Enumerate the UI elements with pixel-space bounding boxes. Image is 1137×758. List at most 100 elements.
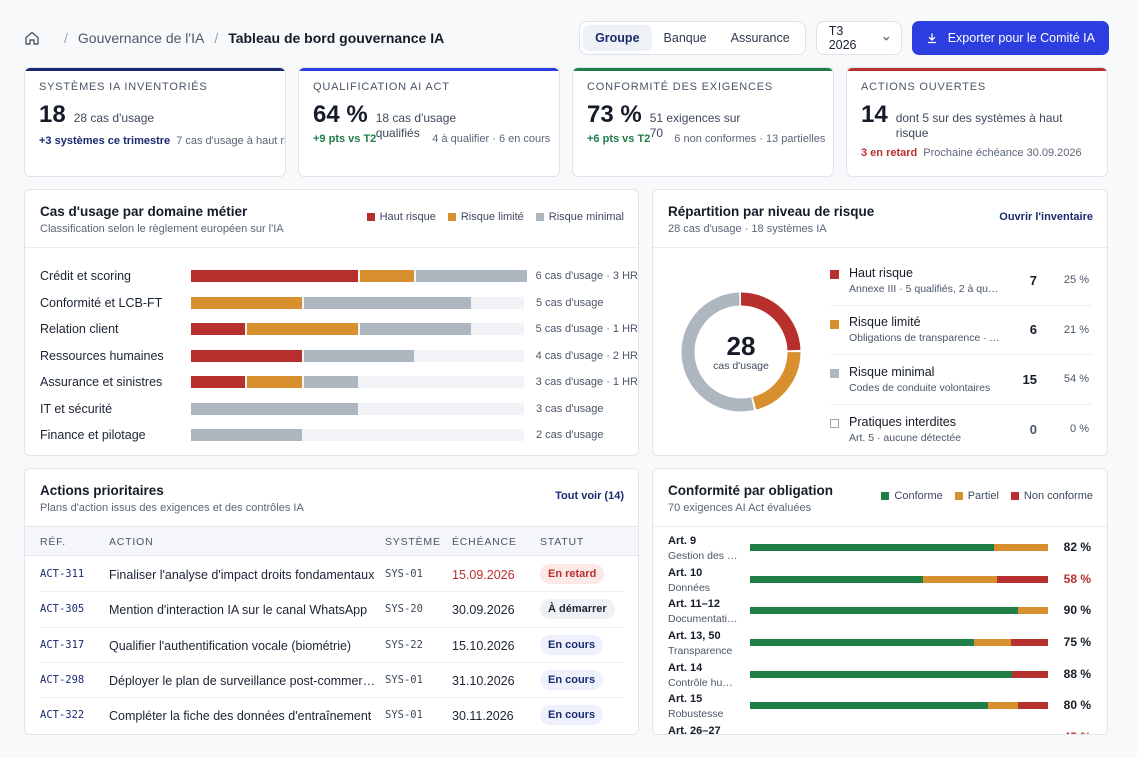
donut-slice-high[interactable]: [681, 292, 801, 412]
breadcrumb-parent[interactable]: Gouvernance de l'IA: [77, 30, 205, 46]
obligation-bar-conform[interactable]: [750, 702, 989, 710]
obligation-bar-conform[interactable]: [750, 544, 995, 551]
obligation-bar-conform[interactable]: [750, 607, 1019, 615]
domain-row[interactable]: IT et sécurité 3 cas d'usage: [40, 396, 638, 423]
export-button[interactable]: Exporter pour le Comité IA: [911, 21, 1109, 55]
risk-count: 6: [1029, 322, 1037, 338]
obligation-bar-track: [750, 639, 1048, 647]
risk-row-minimal[interactable]: Risque minimal Codes de conduite volontai…: [830, 355, 1093, 405]
table-row[interactable]: ACT-305 Mention d'interaction IA sur le c…: [40, 592, 624, 628]
obligation-bar-partial[interactable]: [988, 702, 1019, 710]
action-title[interactable]: Mention d'interaction IA sur le canal Wh…: [109, 603, 368, 618]
action-ref[interactable]: ACT-317: [40, 638, 85, 651]
obligation-bar-non[interactable]: [1010, 639, 1048, 647]
donut-slice-minimal[interactable]: [681, 292, 801, 412]
domain-bar-minimal[interactable]: [303, 296, 471, 309]
obligation-bar-partial[interactable]: [994, 544, 1048, 551]
breadcrumb-separator: /: [64, 30, 68, 46]
column-action[interactable]: Action: [109, 536, 154, 548]
obligation-row[interactable]: Art. 26–27Déployeurs45 %: [668, 725, 1093, 735]
obligation-bar-partial[interactable]: [973, 639, 1011, 647]
scope-option-groupe[interactable]: Groupe: [583, 25, 652, 51]
column-system[interactable]: Système: [385, 536, 441, 548]
obligation-bar-non[interactable]: [997, 575, 1048, 583]
obligation-bar-non[interactable]: [1018, 702, 1048, 710]
domain-row[interactable]: Conformité et LCB-FT 5 cas d'usage: [40, 290, 638, 317]
domain-label: Ressources humaines: [40, 348, 164, 363]
domain-bar-minimal[interactable]: [416, 270, 527, 283]
obligation-bar-non[interactable]: [1003, 734, 1048, 735]
obligation-row[interactable]: Art. 9 Gestion des risques 82 %: [668, 535, 1093, 567]
domain-row[interactable]: Assurance et sinistres 3 cas d'usage · 1 …: [40, 369, 638, 396]
action-ref[interactable]: ACT-298: [40, 673, 85, 686]
risk-row-prohibited[interactable]: Pratiques interdites Art. 5 · aucune déte…: [830, 405, 1093, 455]
table-row[interactable]: ACT-317 Qualifier l'authentification voca…: [40, 628, 624, 663]
obligation-bar-non[interactable]: [1012, 670, 1048, 678]
action-ref[interactable]: ACT-311: [40, 568, 85, 580]
domain-row[interactable]: Finance et pilotage 2 cas d'usage: [40, 422, 638, 449]
open-inventory-link[interactable]: Ouvrir l'inventaire: [999, 211, 1093, 223]
scope-option-assurance[interactable]: Assurance: [730, 31, 790, 45]
obligation-row[interactable]: Art. 15 Robustesse 80 %: [668, 693, 1093, 725]
kpi-value-sub: 18 cas d'usage qualifiés: [375, 111, 457, 140]
risk-pct: 0 %: [1070, 423, 1089, 436]
obligation-bar-conform[interactable]: [750, 670, 1013, 678]
domain-row[interactable]: Crédit et scoring 6 cas d'usage · 3 HR: [40, 263, 638, 290]
domain-bar-limited[interactable]: [247, 376, 302, 389]
domain-bar-high[interactable]: [190, 376, 246, 389]
domain-bar-minimal[interactable]: [359, 323, 471, 336]
obligation-bar-partial[interactable]: [1018, 607, 1048, 615]
kpi-trend: +6 pts vs T2: [587, 133, 651, 145]
domain-bar-limited[interactable]: [191, 296, 302, 309]
actions-panel: Actions prioritaires Plans d'action issu…: [24, 468, 639, 735]
kpi-accent: [25, 68, 285, 71]
domain-bar-minimal[interactable]: [191, 402, 358, 415]
action-title[interactable]: Finaliser l'analyse d'impact droits fond…: [109, 568, 375, 582]
panel-subtitle: 28 cas d'usage · 18 systèmes IA: [668, 223, 827, 235]
kpi-card-qualification: Qualification AI Act 64 % 18 cas d'usage…: [298, 67, 560, 177]
action-system: SYS-01: [385, 568, 423, 580]
obligation-bar-conform[interactable]: [750, 575, 923, 583]
column-due[interactable]: Échéance: [452, 536, 517, 548]
obligation-row[interactable]: Art. 11–12 Documentation technique 90 %: [668, 598, 1093, 630]
table-row[interactable]: ACT-298 Déployer le plan de surveillance …: [40, 663, 624, 699]
obligation-article: Art. 13, 50: [668, 630, 721, 643]
scope-option-banque[interactable]: Banque: [663, 31, 707, 45]
home-icon[interactable]: [24, 30, 40, 46]
domain-bar-high[interactable]: [190, 270, 358, 283]
period-select[interactable]: T3 2026: [815, 21, 902, 55]
domain-row[interactable]: Ressources humaines 4 cas d'usage · 2 HR: [40, 343, 638, 370]
action-ref[interactable]: ACT-305: [40, 603, 85, 616]
view-all-actions-link[interactable]: Tout voir (14): [555, 490, 624, 502]
action-title[interactable]: Qualifier l'authentification vocale (bio…: [109, 638, 352, 653]
action-ref[interactable]: ACT-322: [40, 709, 85, 722]
action-title[interactable]: Déployer le plan de surveillance post-co…: [109, 673, 377, 688]
obligation-bar-conform[interactable]: [750, 734, 884, 735]
obligation-bar-conform[interactable]: [750, 639, 974, 647]
domain-bar-limited[interactable]: [359, 270, 415, 283]
risk-row-high[interactable]: Haut risque Annexe III · 5 qualifiés, 2 à…: [830, 256, 1093, 306]
domain-bar-high[interactable]: [190, 323, 246, 336]
obligation-desc: Gestion des risques: [668, 550, 740, 562]
domain-label: Conformité et LCB-FT: [40, 295, 163, 310]
column-ref[interactable]: Réf.: [40, 536, 66, 548]
action-title[interactable]: Compléter la fiche des données d'entraîn…: [109, 709, 372, 724]
table-row[interactable]: ACT-311 Finaliser l'analyse d'impact droi…: [40, 557, 624, 593]
obligation-row[interactable]: Art. 13, 50 Transparence 75 %: [668, 630, 1093, 662]
domain-bar-minimal[interactable]: [303, 349, 415, 362]
domain-row[interactable]: Relation client 5 cas d'usage · 1 HR: [40, 316, 638, 343]
obligation-row[interactable]: Art. 14 Contrôle humain 88 %: [668, 662, 1093, 694]
domain-bar-minimal[interactable]: [303, 376, 358, 389]
table-row[interactable]: ACT-322 Compléter la fiche des données d'…: [40, 698, 624, 733]
risk-row-limited[interactable]: Risque limité Obligations de transparence…: [830, 306, 1093, 355]
column-status[interactable]: Statut: [540, 536, 585, 548]
obligation-bar-partial[interactable]: [884, 734, 1003, 735]
table-header: Réf. Action Système Échéance Statut: [25, 526, 638, 556]
obligation-row[interactable]: Art. 10 Données 58 %: [668, 567, 1093, 599]
domain-bar-minimal[interactable]: [191, 429, 302, 442]
domain-bar-high[interactable]: [190, 349, 302, 362]
domain-bar-limited[interactable]: [247, 323, 358, 336]
risk-donut-chart: [681, 292, 801, 412]
obligation-bar-partial[interactable]: [922, 575, 998, 583]
